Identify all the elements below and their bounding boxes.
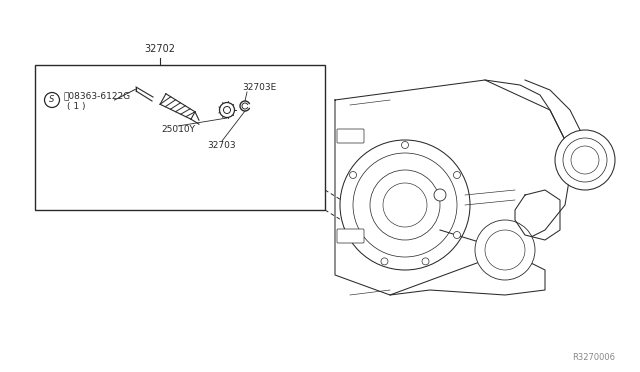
Circle shape <box>454 171 460 179</box>
Circle shape <box>370 170 440 240</box>
Circle shape <box>353 153 457 257</box>
Circle shape <box>381 258 388 265</box>
Circle shape <box>349 231 356 238</box>
Text: 25010Y: 25010Y <box>161 125 195 135</box>
FancyBboxPatch shape <box>337 129 364 143</box>
Text: 傃08363-6122G: 傃08363-6122G <box>63 92 130 100</box>
Circle shape <box>485 230 525 270</box>
Text: ( 1 ): ( 1 ) <box>67 103 86 112</box>
Circle shape <box>571 146 599 174</box>
Circle shape <box>349 171 356 179</box>
Text: 32703E: 32703E <box>242 83 276 93</box>
Circle shape <box>434 189 446 201</box>
Bar <box>35 65 325 210</box>
Circle shape <box>340 140 470 270</box>
Circle shape <box>223 106 230 113</box>
Text: 32702: 32702 <box>145 44 175 54</box>
Circle shape <box>45 93 60 108</box>
FancyBboxPatch shape <box>337 229 364 243</box>
Text: 32703: 32703 <box>208 141 236 150</box>
Circle shape <box>422 258 429 265</box>
Circle shape <box>563 138 607 182</box>
Circle shape <box>220 103 234 118</box>
Circle shape <box>475 220 535 280</box>
Circle shape <box>454 231 460 238</box>
Text: R3270006: R3270006 <box>572 353 615 362</box>
Circle shape <box>383 183 427 227</box>
Circle shape <box>401 141 408 148</box>
Circle shape <box>555 130 615 190</box>
Text: S: S <box>49 96 54 105</box>
